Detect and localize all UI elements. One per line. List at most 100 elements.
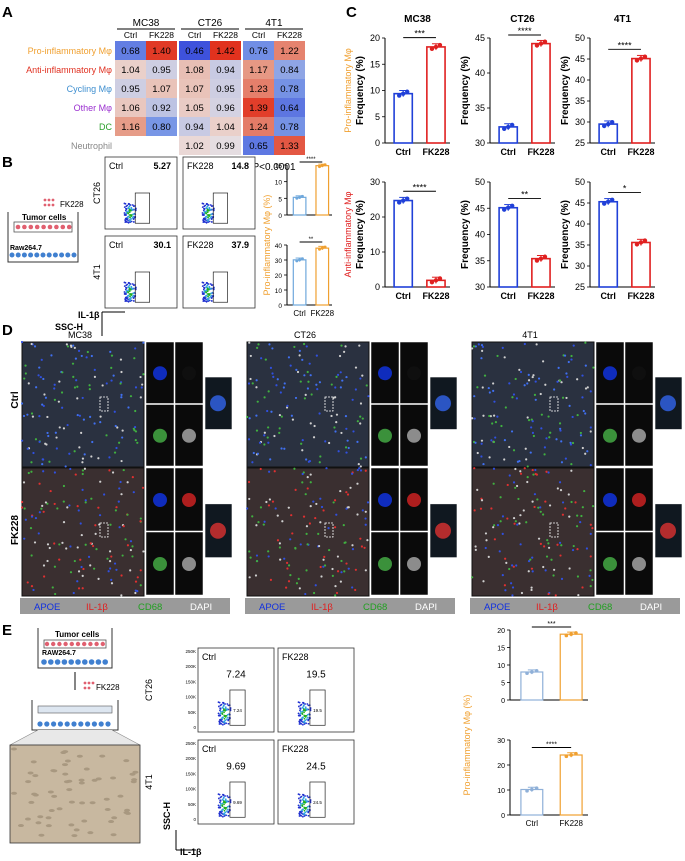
e-raw-icon bbox=[61, 659, 68, 665]
bar-dot bbox=[433, 278, 439, 283]
e-axis-tick: 50K bbox=[188, 802, 196, 807]
flow-dot bbox=[204, 283, 207, 286]
d-cell-dot bbox=[110, 379, 113, 382]
flow-dot bbox=[202, 202, 205, 205]
d-cell-dot bbox=[526, 476, 529, 479]
d-cell-dot bbox=[527, 570, 530, 573]
d-cell-dot bbox=[546, 538, 549, 542]
d-cell-dot bbox=[254, 574, 258, 577]
heatmap-cell-value: 0.94 bbox=[216, 65, 235, 76]
e-axis-tick: 0 bbox=[193, 725, 196, 730]
d-cell-dot bbox=[255, 429, 259, 432]
flow-dot bbox=[302, 705, 305, 708]
d-cell-dot bbox=[581, 586, 584, 589]
d-cell-dot bbox=[514, 486, 517, 489]
d-cell-dot bbox=[120, 393, 123, 396]
e-bright-field-cell bbox=[71, 834, 78, 838]
d-cell-dot bbox=[255, 414, 258, 417]
d-cell-dot bbox=[492, 526, 495, 529]
d-cell-dot bbox=[42, 458, 45, 461]
d-cell-dot bbox=[472, 345, 476, 348]
flow-dot bbox=[206, 298, 209, 301]
d-cell-dot bbox=[124, 538, 127, 541]
d-cell-dot bbox=[53, 542, 56, 545]
bar-dot bbox=[396, 200, 402, 205]
d-cell-dot bbox=[308, 522, 312, 525]
flow-dot bbox=[226, 808, 229, 811]
d-cell-dot bbox=[356, 440, 359, 444]
bar-dot bbox=[574, 631, 578, 635]
d-cell-dot bbox=[519, 543, 522, 546]
d-cell-dot bbox=[306, 387, 310, 390]
d-cell-dot bbox=[304, 493, 307, 496]
d-cell-dot bbox=[344, 415, 348, 418]
flow-dot bbox=[301, 804, 304, 806]
d-cell-dot bbox=[120, 370, 123, 374]
bar-rect bbox=[315, 165, 330, 216]
bar-dot bbox=[295, 196, 299, 200]
d-cell-dot bbox=[589, 569, 592, 572]
flow-dot bbox=[306, 708, 309, 711]
d-zoom-cell bbox=[632, 493, 646, 507]
d-cell-dot bbox=[131, 545, 134, 548]
d-cell-dot bbox=[346, 439, 349, 442]
d-cell-dot bbox=[127, 406, 130, 409]
d-cell-dot bbox=[308, 362, 311, 365]
flow-dot bbox=[302, 721, 305, 723]
d-merge-cell bbox=[660, 522, 676, 539]
d-cell-dot bbox=[38, 415, 41, 418]
d-cell-dot bbox=[257, 521, 260, 524]
bar-tick-label: 30 bbox=[575, 117, 585, 127]
raw-cell-icon bbox=[15, 252, 21, 258]
d-cell-dot bbox=[248, 417, 251, 420]
bar-x-label: FK228 bbox=[422, 147, 449, 157]
d-cell-dot bbox=[343, 541, 346, 544]
d-cell-dot bbox=[474, 548, 477, 551]
d-cell-dot bbox=[345, 451, 348, 454]
d-cell-dot bbox=[503, 439, 507, 442]
d-cell-dot bbox=[532, 374, 535, 377]
flow-dot bbox=[302, 813, 305, 815]
d-cell-dot bbox=[69, 545, 72, 548]
d-zoom-box bbox=[99, 522, 109, 538]
d-zoom-cell bbox=[407, 428, 421, 443]
d-cell-dot bbox=[356, 468, 359, 472]
d-cell-dot bbox=[527, 379, 531, 382]
d-cell-dot bbox=[306, 476, 309, 479]
flow-dot bbox=[299, 709, 301, 712]
heatmap-cell-value: 0.96 bbox=[216, 103, 235, 114]
e-transwell-insert bbox=[43, 639, 107, 649]
bar-rect bbox=[292, 259, 307, 306]
e-well-cell bbox=[37, 721, 43, 727]
d-cell-dot bbox=[136, 576, 139, 579]
d-cell-dot bbox=[42, 377, 45, 381]
flow-plot-value: 5.27 bbox=[153, 161, 171, 171]
e-bright-field-cell bbox=[78, 778, 85, 782]
bar-dot bbox=[298, 258, 302, 262]
d-cell-dot bbox=[101, 384, 104, 387]
d-cell-dot bbox=[581, 396, 584, 399]
d-cell-dot bbox=[575, 525, 579, 528]
flow-dot bbox=[298, 813, 301, 816]
e-bright-field-cell bbox=[64, 759, 71, 763]
flow-plot-name: Ctrl bbox=[202, 652, 216, 662]
d-group-title: MC38 bbox=[68, 330, 92, 340]
d-cell-dot bbox=[354, 388, 357, 391]
d-cell-dot bbox=[508, 567, 511, 571]
d-cell-dot bbox=[347, 567, 350, 570]
d-cell-dot bbox=[110, 354, 114, 357]
e-tumor-icon bbox=[44, 641, 50, 647]
d-cell-dot bbox=[316, 388, 319, 391]
flow-dot bbox=[208, 294, 211, 297]
bar-tick-label: 15 bbox=[370, 59, 380, 69]
flow-dot bbox=[218, 721, 221, 724]
d-cell-dot bbox=[23, 537, 26, 540]
d-cell-dot bbox=[267, 426, 270, 429]
d-cell-dot bbox=[366, 538, 369, 542]
d-cell-dot bbox=[490, 439, 493, 442]
d-cell-dot bbox=[591, 527, 594, 530]
flow-dot bbox=[300, 703, 303, 706]
d-cell-dot bbox=[340, 571, 343, 574]
flow-dot bbox=[303, 803, 305, 806]
d-cell-dot bbox=[263, 443, 266, 446]
